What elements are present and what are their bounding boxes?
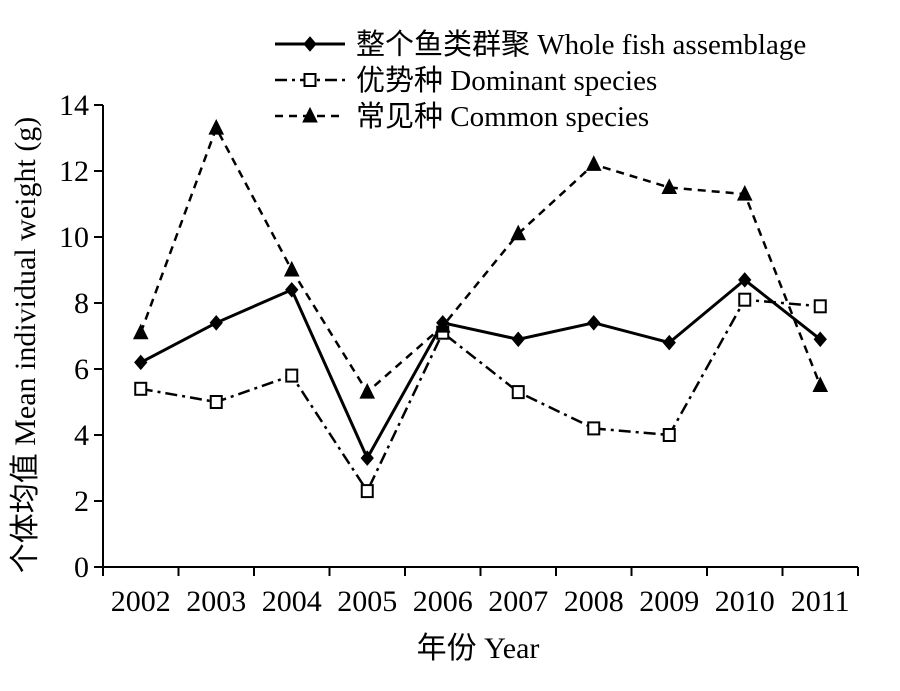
point-marker-triangle	[359, 382, 376, 399]
point-marker-diamond	[134, 354, 148, 371]
point-marker-triangle	[302, 106, 318, 123]
y-tick-label: 0	[74, 551, 89, 584]
point-marker-diamond	[662, 334, 676, 351]
y-tick-label: 2	[74, 485, 89, 518]
x-axis-title: 年份 Year	[417, 632, 540, 665]
point-marker-triangle	[283, 260, 300, 277]
point-marker-triangle	[661, 178, 678, 194]
y-tick-label: 6	[74, 353, 89, 386]
y-tick-label: 14	[59, 89, 89, 122]
y-tick-label: 8	[74, 287, 89, 320]
series-line	[140, 298, 821, 494]
point-marker-square	[813, 299, 827, 314]
point-marker-square	[511, 385, 525, 400]
y-axis-title: 个体均值 Mean individual weight (g)	[9, 117, 42, 574]
series-1	[134, 272, 827, 466]
x-tick-label: 2005	[337, 585, 397, 618]
x-tick-label: 2010	[715, 585, 775, 618]
legend-item-3: 常见种 Common species	[275, 100, 649, 133]
x-tick-label: 2011	[791, 585, 850, 618]
point-marker-diamond	[587, 315, 601, 331]
x-ticks: 2002 2003 2004 2005 2006 2007 2008 2009 2010 2011	[102, 567, 859, 618]
point-marker-triangle	[434, 316, 451, 333]
point-marker-triangle	[510, 224, 527, 241]
x-tick-label: 2006	[413, 585, 473, 618]
y-tick-label: 10	[59, 221, 89, 254]
legend-label: 整个鱼类群聚 Whole fish assemblage	[356, 28, 806, 61]
legend-label: 常见种 Common species	[356, 100, 649, 133]
point-marker-diamond	[303, 36, 317, 52]
point-marker-diamond	[813, 331, 827, 348]
point-marker-square	[134, 381, 148, 396]
axes	[102, 105, 858, 568]
point-marker-square	[587, 421, 601, 436]
series-line	[139, 125, 822, 395]
point-marker-square	[360, 484, 374, 499]
legend-item-2: 优势种 Dominant species	[275, 64, 657, 97]
point-marker-diamond	[360, 450, 374, 466]
point-marker-triangle	[812, 376, 829, 392]
point-marker-square	[209, 395, 223, 409]
series-2	[134, 292, 827, 499]
point-marker-square	[662, 428, 676, 442]
legend-label: 优势种 Dominant species	[356, 64, 657, 97]
point-marker-diamond	[511, 331, 525, 348]
y-tick-label: 12	[59, 155, 89, 188]
point-marker-square	[285, 368, 299, 383]
series-line	[140, 277, 822, 462]
x-tick-label: 2007	[488, 585, 548, 618]
point-marker-triangle	[736, 184, 753, 201]
x-tick-label: 2004	[262, 585, 322, 618]
point-marker-square	[738, 292, 752, 307]
x-tick-label: 2003	[186, 585, 246, 618]
x-tick-label: 2002	[111, 585, 171, 618]
point-marker-triangle	[132, 323, 149, 340]
point-marker-square	[303, 73, 317, 87]
point-marker-triangle	[585, 155, 602, 171]
series-group	[132, 118, 829, 499]
point-marker-diamond	[209, 315, 223, 331]
series-3	[132, 118, 829, 399]
point-marker-diamond	[285, 282, 299, 298]
point-marker-triangle	[208, 118, 225, 135]
point-marker-diamond	[738, 272, 752, 288]
y-ticks: 0 2 4 6 8 10 12 14	[59, 89, 103, 584]
legend-item-1: 整个鱼类群聚 Whole fish assemblage	[275, 28, 806, 61]
y-tick-label: 4	[74, 419, 89, 452]
x-tick-label: 2008	[564, 585, 624, 618]
x-tick-label: 2009	[639, 585, 699, 618]
